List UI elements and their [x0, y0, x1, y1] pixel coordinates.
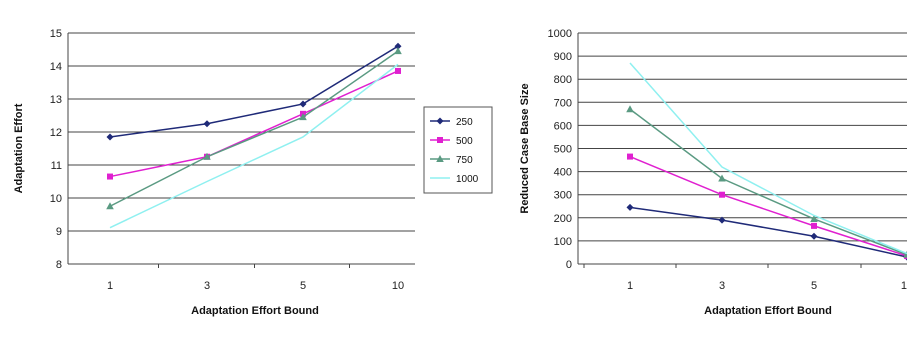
legend-marker [436, 155, 444, 162]
series-line-1000 [109, 63, 399, 229]
data-point-250 [203, 120, 211, 128]
data-point-250 [810, 232, 818, 240]
data-point-750 [299, 113, 307, 121]
y-tick-label: 500 [554, 144, 572, 156]
x-tick-label: 10 [901, 280, 907, 292]
data-point-500 [811, 222, 817, 229]
x-tick-label: 5 [300, 280, 306, 292]
legend: 250 500 750 1000 [423, 106, 493, 194]
x-axis-title: Adaptation Effort Bound [704, 305, 832, 317]
y-tick-label: 300 [554, 190, 572, 202]
y-tick-label: 800 [554, 74, 572, 86]
series-line-1000 [629, 62, 907, 255]
y-tick-label: 14 [50, 61, 62, 73]
data-point-500 [395, 67, 401, 74]
legend-label: 500 [456, 136, 473, 147]
data-point-250 [106, 133, 114, 141]
data-point-500 [107, 173, 113, 180]
x-tick-label: 3 [719, 280, 725, 292]
data-point-250 [626, 203, 634, 211]
data-point-750 [394, 47, 402, 55]
series-line-500 [629, 155, 907, 257]
y-tick-label: 10 [50, 193, 62, 205]
series-line-750 [629, 108, 907, 256]
series-line-500 [109, 70, 399, 178]
y-tick-label: 700 [554, 97, 572, 109]
data-point-750 [810, 214, 818, 222]
y-tick-label: 0 [566, 259, 572, 271]
right-chart: 0 100 200 300 400 500 600 700 800 900 1000 1 3 5 10 Ada… [519, 28, 907, 317]
data-point-750 [626, 105, 634, 113]
y-tick-label: 9 [56, 226, 62, 238]
y-tick-label: 1000 [548, 28, 572, 40]
legend-label: 250 [456, 117, 473, 128]
data-point-250 [394, 42, 402, 50]
y-tick-label: 8 [56, 259, 62, 271]
y-tick-label: 900 [554, 51, 572, 63]
y-axis-title: Reduced Case Base Size [519, 83, 531, 213]
legend-marker [436, 117, 444, 125]
series-line-250 [109, 45, 399, 138]
x-axis-title: Adaptation Effort Bound [191, 305, 319, 317]
data-point-750 [903, 250, 907, 258]
y-tick-label: 12 [50, 127, 62, 139]
x-tick-label: 1 [107, 280, 113, 292]
x-tick-label: 10 [392, 280, 404, 292]
y-tick-label: 11 [51, 160, 62, 172]
y-tick-label: 100 [554, 236, 572, 248]
data-point-750 [203, 152, 211, 160]
x-tick-label: 3 [204, 280, 210, 292]
data-point-250 [718, 216, 726, 224]
y-tick-label: 400 [554, 167, 572, 179]
y-tick-label: 200 [554, 213, 572, 225]
data-point-500 [719, 191, 725, 198]
x-tick-label: 5 [811, 280, 817, 292]
data-point-750 [718, 174, 726, 182]
legend-label: 750 [456, 155, 473, 166]
y-axis-title: Adaptation Effort [13, 103, 25, 193]
x-tick-label: 1 [627, 280, 633, 292]
legend-marker [437, 137, 443, 143]
series-line-750 [109, 50, 399, 207]
y-tick-label: 15 [50, 28, 62, 40]
legend-label: 1000 [456, 174, 479, 185]
data-point-750 [106, 202, 114, 210]
series-line-250 [629, 206, 907, 258]
y-tick-label: 600 [554, 120, 572, 132]
y-tick-label: 13 [50, 94, 62, 106]
data-point-250 [299, 100, 307, 108]
data-point-500 [627, 153, 633, 160]
